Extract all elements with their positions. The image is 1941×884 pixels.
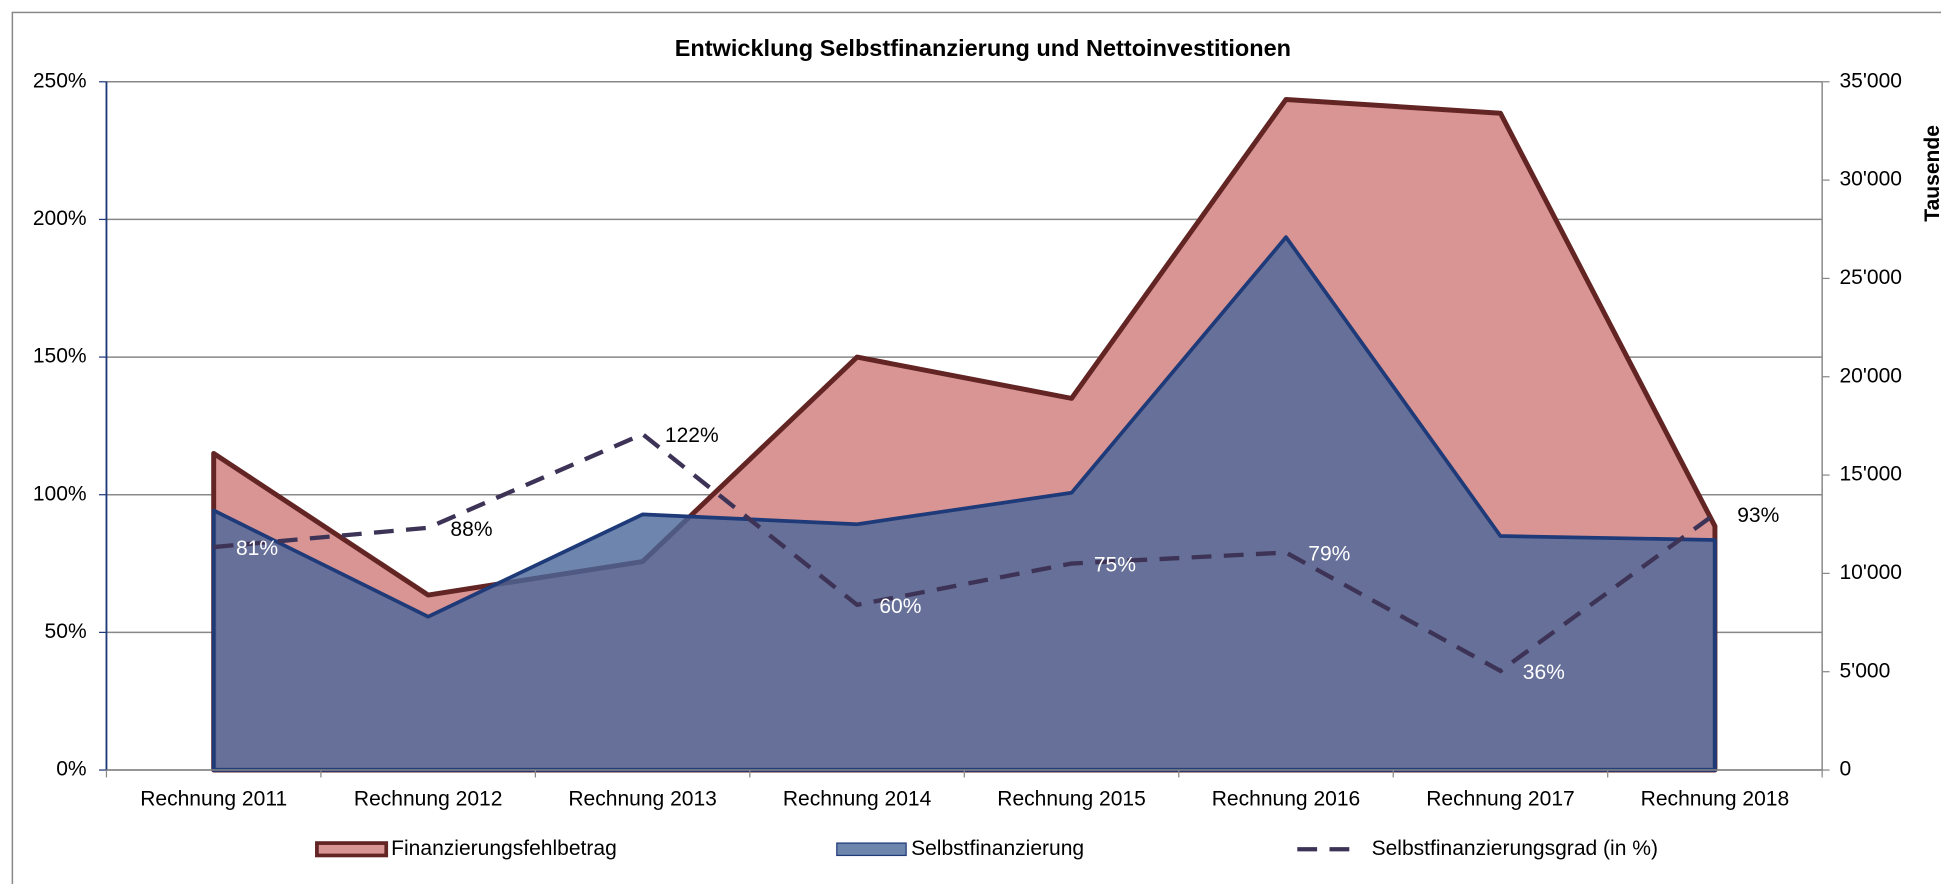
x-tick-label: Rechnung 2015 <box>997 787 1146 810</box>
legend-label: Finanzierungsfehlbetrag <box>391 837 617 860</box>
legend-swatch <box>836 842 907 857</box>
y2-tick-label: 35'000 <box>1839 69 1902 92</box>
y-tick-label: 50% <box>45 620 87 643</box>
y-tick-label: 200% <box>33 207 87 230</box>
y-tick-label: 250% <box>33 69 87 92</box>
y2-tick-label: 0 <box>1839 758 1851 781</box>
data-label: 36% <box>1523 661 1565 684</box>
y2-tick-label: 15'000 <box>1839 463 1902 486</box>
y-tick-label: 150% <box>33 345 87 368</box>
x-tick-label: Rechnung 2017 <box>1426 787 1575 810</box>
data-label: 79% <box>1308 543 1350 566</box>
legend-label: Selbstfinanzierung <box>911 837 1084 860</box>
y2-tick-label: 20'000 <box>1839 364 1902 387</box>
legend-swatch <box>315 841 389 858</box>
data-label: 93% <box>1737 504 1779 527</box>
y-tick-label: 0% <box>56 758 86 781</box>
data-label: 122% <box>665 424 719 447</box>
y2-axis-title: Tausende <box>1921 125 1941 222</box>
data-label: 81% <box>236 537 278 560</box>
y-tick-label: 100% <box>33 482 87 505</box>
x-tick-label: Rechnung 2018 <box>1641 787 1790 810</box>
x-tick-label: Rechnung 2013 <box>568 787 717 810</box>
legend-label: Selbstfinanzierungsgrad (in %) <box>1372 837 1658 860</box>
x-tick-label: Rechnung 2012 <box>354 787 503 810</box>
y2-tick-label: 5'000 <box>1839 659 1890 682</box>
y2-tick-label: 10'000 <box>1839 561 1902 584</box>
y2-tick-label: 25'000 <box>1839 266 1902 289</box>
x-tick-label: Rechnung 2011 <box>140 787 287 810</box>
line <box>213 431 1717 674</box>
x-tick-label: Rechnung 2016 <box>1212 787 1361 810</box>
y2-tick-label: 30'000 <box>1839 168 1902 191</box>
data-label: 60% <box>879 595 921 618</box>
x-tick-label: Rechnung 2014 <box>783 787 932 810</box>
data-label: 75% <box>1094 554 1136 577</box>
data-label: 88% <box>450 518 492 541</box>
chart-title: Entwicklung Selbstfinanzierung und Netto… <box>675 35 1291 61</box>
area <box>211 235 1717 772</box>
